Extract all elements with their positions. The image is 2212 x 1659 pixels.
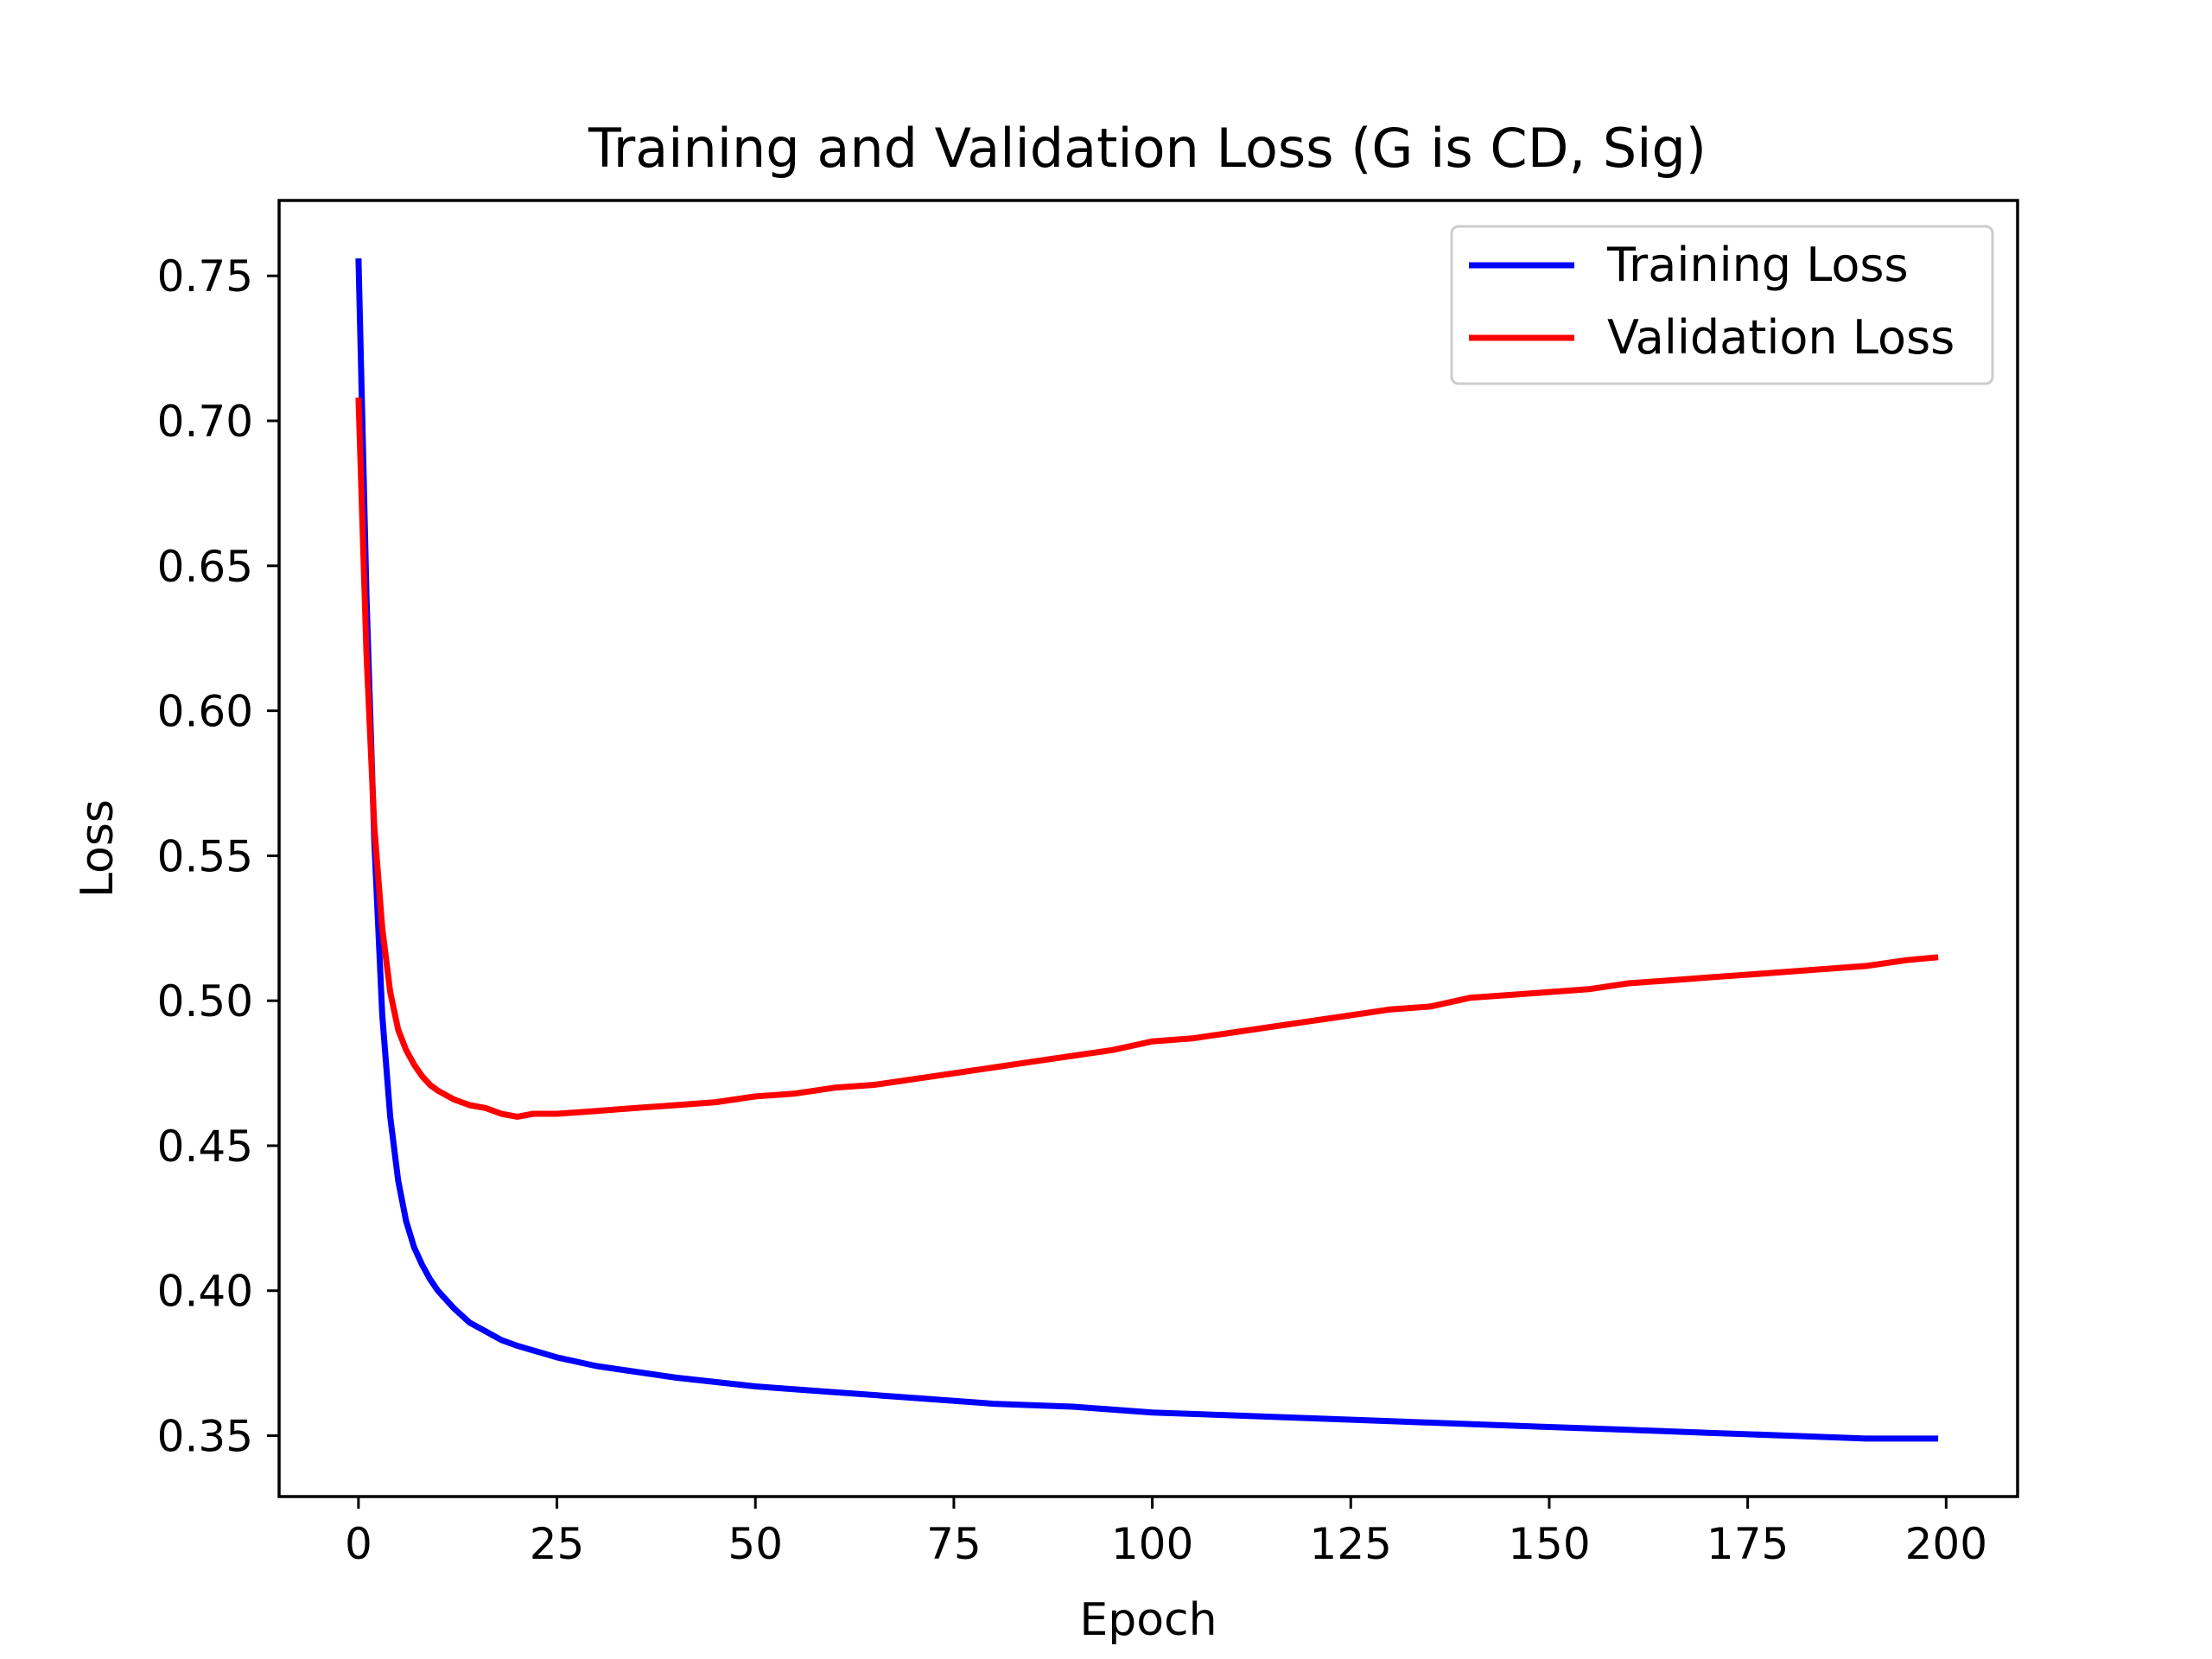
chart-title: Training and Validation Loss (G is CD, S… (588, 117, 1707, 180)
axes-frame (277, 199, 2019, 1498)
y-tick-label: 0.65 (157, 542, 253, 592)
legend-box (1450, 225, 1994, 385)
y-axis-ticks: 0.35 0.40 0.45 0.50 0.55 0.60 0.65 0.70 0.75 (157, 251, 279, 1462)
x-tick-label: 200 (1905, 1519, 1987, 1569)
y-tick-label: 0.45 (157, 1122, 253, 1172)
series-line-validation-loss (355, 397, 1939, 1120)
plot-area (277, 199, 2019, 1498)
x-tick-label: 25 (530, 1519, 585, 1569)
x-tick-label: 125 (1310, 1519, 1392, 1569)
x-tick-label: 175 (1707, 1519, 1789, 1569)
y-tick-label: 0.50 (157, 976, 253, 1027)
series-line-training-loss (355, 258, 1939, 1442)
legend: Training Loss Validation Loss (1450, 225, 1994, 385)
series-layer (355, 258, 1939, 1442)
legend-label-training-loss: Training Loss (1606, 238, 1909, 292)
x-tick-label: 100 (1111, 1519, 1193, 1569)
y-axis-label: Loss (72, 799, 124, 898)
x-axis-label: Epoch (1079, 1594, 1217, 1646)
y-tick-label: 0.40 (157, 1267, 253, 1317)
x-axis-ticks: 0 25 50 75 100 125 150 175 200 (345, 1497, 1987, 1569)
x-tick-label: 75 (926, 1519, 982, 1569)
x-tick-label: 150 (1508, 1519, 1590, 1569)
y-tick-label: 0.75 (157, 251, 253, 302)
legend-label-validation-loss: Validation Loss (1607, 310, 1955, 365)
y-tick-label: 0.55 (157, 831, 253, 881)
y-tick-label: 0.35 (157, 1412, 253, 1462)
x-tick-label: 0 (345, 1519, 372, 1569)
y-tick-label: 0.70 (157, 397, 253, 447)
x-tick-label: 50 (728, 1519, 783, 1569)
y-tick-label: 0.60 (157, 687, 253, 737)
